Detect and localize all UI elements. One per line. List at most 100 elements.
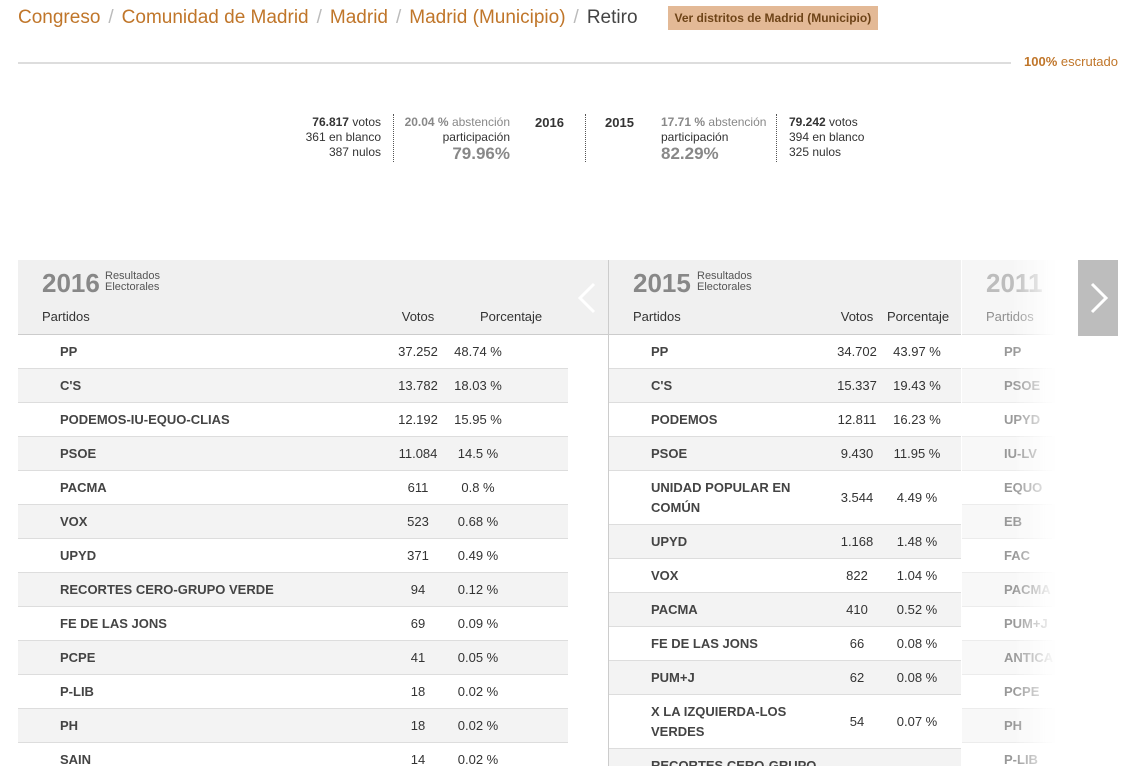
percentage: 0.12 %	[457, 582, 499, 597]
percentage: 0.49 %	[457, 548, 499, 563]
votes: 822	[846, 568, 868, 583]
null: 387 nulos	[328, 145, 381, 159]
party-name: PSOE	[1004, 377, 1041, 393]
party-name: UPYD	[60, 547, 97, 563]
result-row: PUM+J	[962, 607, 1056, 641]
votes: 37.252	[398, 344, 438, 359]
votes: 11.084	[398, 446, 438, 461]
votes: 14	[410, 752, 426, 766]
votes: 13.782	[398, 378, 438, 393]
column-header: Partidos	[633, 309, 681, 324]
party-name: P-LIB	[60, 683, 94, 699]
column-header: Porcentaje	[480, 309, 543, 324]
null: 325 nulos	[789, 145, 842, 159]
participation-label: participación	[661, 130, 729, 144]
results-panel: 2015 Resultados Electorales Partidos Votos P…	[608, 260, 961, 766]
percentage: 0.05 %	[457, 650, 499, 665]
percentage: 18.03 %	[454, 378, 502, 393]
result-row: PUM+J 62 0.08 %	[609, 661, 961, 695]
result-row: RECORTES CERO-GRUPO VERDE360.05 %	[609, 749, 961, 766]
party-name: PUM+J	[1004, 615, 1048, 631]
participation: 82.29%	[661, 144, 719, 163]
result-row: X LA IZQUIERDA-LOS VERDES 54 0.07 %	[609, 695, 961, 749]
party-name: PP	[651, 343, 669, 359]
column-header: Partidos	[986, 309, 1034, 324]
abstention: 20.04 %	[404, 115, 449, 129]
blank: 394 en blanco	[789, 130, 865, 144]
results-panel: 2011 Partidos PP PSOE UPYD IU-LV EQUO EB FAC PACM…	[962, 260, 1056, 766]
party-name: PP	[1004, 343, 1022, 359]
votes: 62	[849, 670, 865, 685]
party-name: P-LIB	[1004, 751, 1038, 766]
result-row: P-LIB 18 0.02 %	[18, 675, 568, 709]
party-name: SAIN	[60, 751, 92, 766]
result-row: C'S 15.337 19.43 %	[609, 369, 961, 403]
crumb[interactable]: Madrid (Municipio)	[409, 7, 566, 28]
party-name: ANTICA	[1004, 649, 1054, 665]
abstention: 17.71 %	[661, 115, 706, 129]
result-row: PH	[962, 709, 1056, 743]
crumb[interactable]: Comunidad de Madrid	[121, 7, 309, 28]
result-row: RECORTES CERO-GRUPO VERDE 94 0.12 %	[18, 573, 568, 607]
votes: 611	[407, 480, 429, 495]
participation-label: participación	[442, 130, 510, 144]
panel-subtitle: Resultados Electorales	[105, 270, 161, 293]
participation-2016: 20.04 % abstención participación 79.96%	[405, 115, 510, 163]
blank: 361 en blanco	[305, 130, 381, 144]
scrutiny: 100% escrutado	[1024, 54, 1118, 69]
votes-label: votos	[829, 115, 858, 129]
party-name: PODEMOS-IU-EQUO-CLIAS	[60, 411, 230, 427]
result-row: PODEMOS 12.811 16.23 %	[609, 403, 961, 437]
year: 2015	[605, 115, 634, 130]
result-row: PACMA 611 0.8 %	[18, 471, 568, 505]
next-arrow	[1090, 282, 1109, 314]
breadcrumb: Congreso / Comunidad de Madrid / Madrid / M…	[18, 6, 879, 30]
percentage: 14.5 %	[457, 446, 499, 461]
panel-header: 2011 Partidos	[962, 260, 1056, 335]
current-crumb: Retiro	[586, 7, 638, 28]
result-row: SAIN 14 0.02 %	[18, 743, 568, 766]
result-row: PP 34.702 43.97 %	[609, 335, 961, 369]
percentage: 0.02 %	[457, 718, 499, 733]
party-name: C'S	[60, 377, 82, 393]
votes-2015: 79.242 votos 394 en blanco 325 nulos	[789, 115, 864, 160]
percentage: 0.8 %	[461, 480, 495, 495]
party-name: PACMA	[60, 479, 107, 495]
divider	[18, 62, 1011, 64]
party-name: FE DE LAS JONS	[651, 635, 758, 651]
party-name: EQUO	[1004, 479, 1043, 495]
result-row: FE DE LAS JONS 66 0.08 %	[609, 627, 961, 661]
result-row: P-LIB	[962, 743, 1056, 766]
votes: 371	[407, 548, 429, 563]
districts-button[interactable]: Ver distritos de Madrid (Municipio)	[667, 6, 879, 30]
percentage: 0.09 %	[457, 616, 499, 631]
votes-2016: 76.817 votos 361 en blanco 387 nulos	[306, 115, 381, 160]
percentage: 11.95 %	[893, 446, 941, 461]
votes: 69	[410, 616, 426, 631]
next-button[interactable]	[1078, 260, 1118, 336]
separator: /	[573, 7, 579, 28]
votes: 66	[849, 636, 865, 651]
result-row: UPYD	[962, 403, 1056, 437]
percentage: 0.07 %	[896, 714, 938, 729]
result-row: PSOE	[962, 369, 1056, 403]
crumb[interactable]: Madrid	[329, 7, 388, 28]
votes: 523	[407, 514, 429, 529]
result-row: UPYD 371 0.49 %	[18, 539, 568, 573]
result-row: C'S 13.782 18.03 %	[18, 369, 568, 403]
prev-arrow[interactable]	[574, 278, 602, 318]
panel-year: 2011	[986, 268, 1043, 298]
result-row: PP	[962, 335, 1056, 369]
party-name: FAC	[1004, 547, 1030, 563]
abstention-label: abstención	[451, 115, 510, 129]
scrutiny-value: 100%	[1024, 54, 1058, 69]
party-name: PCPE	[60, 649, 96, 665]
party-name: EB	[1004, 513, 1023, 529]
result-row: PACMA 410 0.52 %	[609, 593, 961, 627]
crumb[interactable]: Congreso	[18, 7, 101, 28]
dotted-line	[585, 114, 586, 162]
votes: 79.242	[789, 115, 826, 129]
results-panel: 2016 Resultados Electorales Partidos Votos P…	[18, 260, 608, 766]
party-name: RECORTES CERO-GRUPO VERDE	[651, 757, 817, 766]
